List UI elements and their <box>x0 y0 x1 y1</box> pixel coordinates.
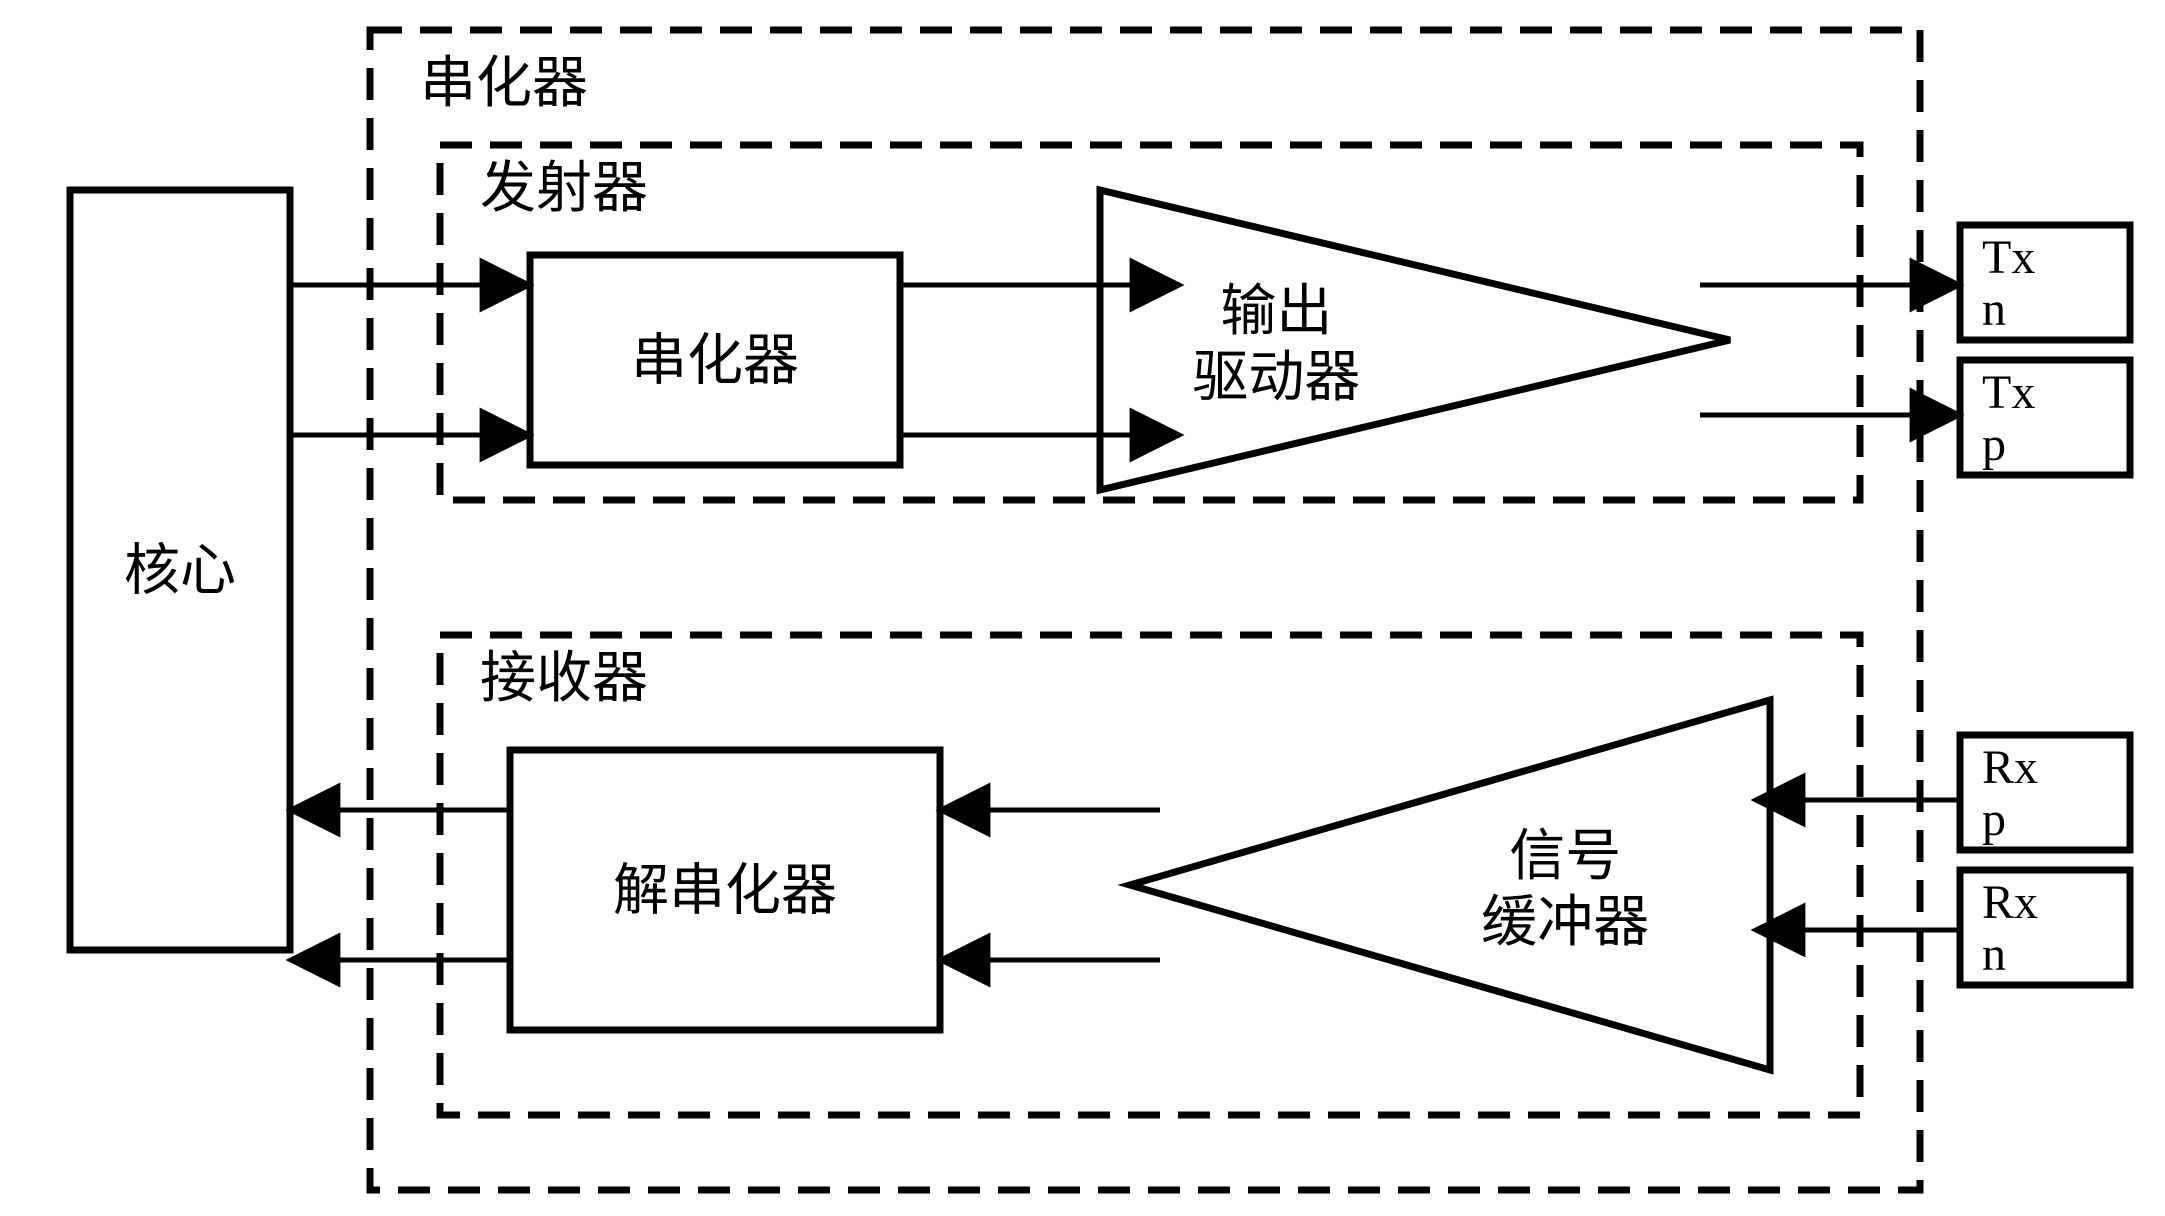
deserializer-label: 解串化器 <box>613 861 837 923</box>
txp-box: Tx p <box>1960 360 2130 475</box>
output-driver-triangle <box>1100 190 1730 490</box>
txp-label-1: Tx <box>1982 366 2035 419</box>
output-driver-label-1: 输出 <box>1220 281 1332 343</box>
serdes-label: 串化器 <box>420 53 588 115</box>
transmitter-label: 发射器 <box>480 158 648 220</box>
txn-label-2: n <box>1982 283 2006 336</box>
signal-buffer-label-2: 缓冲器 <box>1481 892 1649 954</box>
signal-buffer-triangle <box>1130 700 1770 1070</box>
rxp-label-1: Rx <box>1982 741 2038 794</box>
rxp-box: Rx p <box>1960 735 2130 850</box>
output-driver-label-2: 驱动器 <box>1192 347 1360 409</box>
rxn-label-1: Rx <box>1982 876 2038 929</box>
rxp-label-2: p <box>1982 793 2006 846</box>
signal-buffer-label-1: 信号 <box>1509 826 1621 888</box>
txn-box: Tx n <box>1960 225 2130 340</box>
diagram-root: 核心 串化器 发射器 接收器 串化器 解串化器 输出 驱动器 信号 缓冲器 Tx… <box>0 0 2165 1216</box>
rxn-box: Rx n <box>1960 870 2130 985</box>
rxn-label-2: n <box>1982 928 2006 981</box>
receiver-label: 接收器 <box>480 648 648 710</box>
txp-label-2: p <box>1982 418 2006 471</box>
arrows <box>290 285 1960 960</box>
txn-label-1: Tx <box>1982 231 2035 284</box>
serializer-label: 串化器 <box>631 331 799 393</box>
core-label: 核心 <box>124 541 236 603</box>
